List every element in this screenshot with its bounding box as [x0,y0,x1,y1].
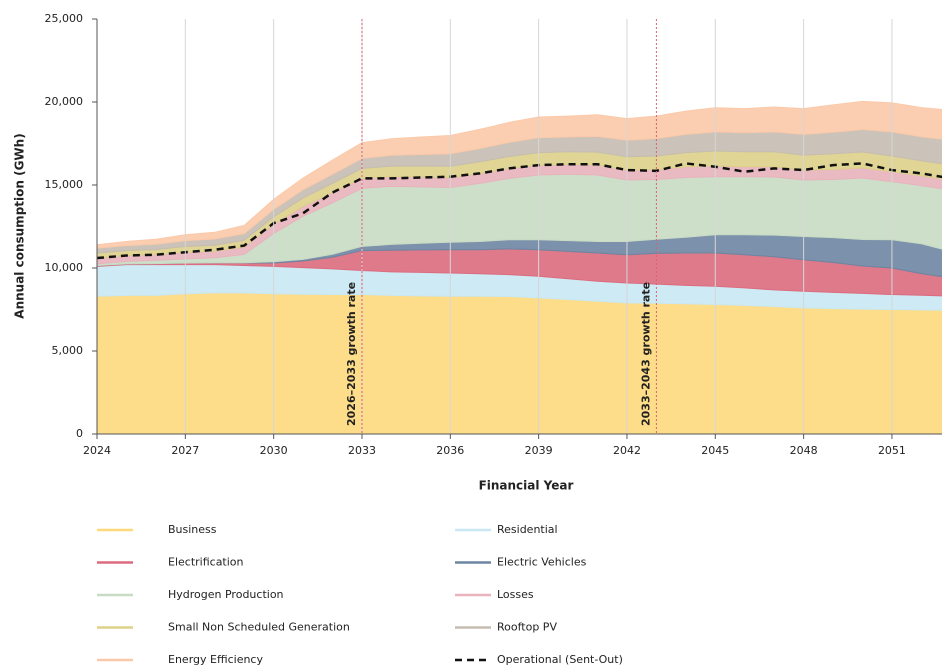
x-tick-label: 2024 [83,444,111,457]
x-tick-label: 2030 [260,444,288,457]
y-tick-label: 5,000 [52,344,84,357]
legend-label: Small Non Scheduled Generation [168,621,350,634]
x-tick-label: 2036 [436,444,464,457]
x-tick-label: 2027 [171,444,199,457]
line [97,162,942,260]
legend-label: Electric Vehicles [497,556,587,569]
y-tick-label: 0 [76,427,83,440]
legend-label: Rooftop PV [497,621,557,634]
x-tick-label: 2039 [525,444,553,457]
y-tick-label: 15,000 [45,178,84,191]
legend-label: Business [168,523,217,536]
annotation-label: 2026–2033 growth rate [345,282,358,426]
annotation-label: 2033–2043 growth rate [639,282,652,426]
y-tick-label: 10,000 [45,261,84,274]
y-tick-label: 25,000 [45,12,84,25]
legend-label: Electrification [168,556,244,569]
axes: 2024 2027 2030 2033 2036 2039 2042 2045 2048 2051… [45,12,942,457]
legend-label: Losses [497,588,534,601]
x-tick-label: 2048 [790,444,818,457]
legend-label: Energy Efficiency [168,653,263,666]
x-tick-label: 2051 [878,444,906,457]
legend-label: Operational (Sent-Out) [497,653,623,666]
plot-area [97,100,942,434]
x-tick-label: 2033 [348,444,376,457]
y-tick-label: 20,000 [45,95,84,108]
y-axis-title: Annual consumption (GWh) [13,133,27,318]
x-tick-label: 2045 [701,444,729,457]
x-tick-label: 2042 [613,444,641,457]
legend-label: Residential [497,523,558,536]
area [97,292,942,434]
x-axis-title: Financial Year [479,479,574,493]
legend-label: Hydrogen Production [168,588,284,601]
